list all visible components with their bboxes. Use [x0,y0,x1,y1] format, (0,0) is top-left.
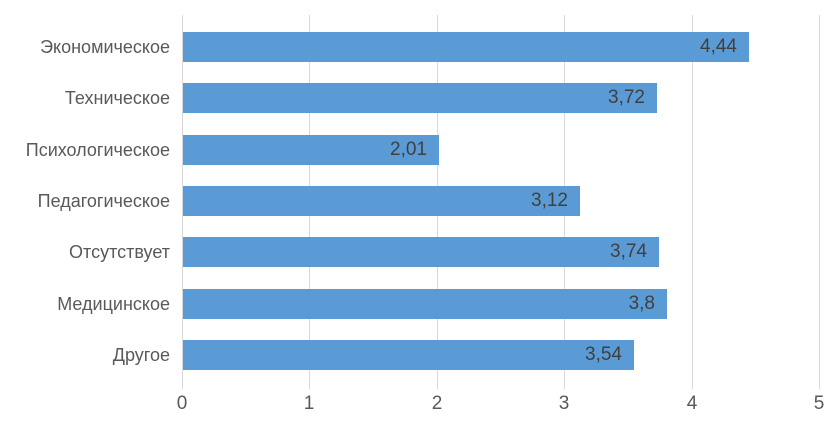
category-label-5: Медицинское [57,294,170,314]
x-tick-label-0: 0 [176,393,188,414]
bar-5: 3,8 [183,289,667,319]
bar-3: 3,12 [183,186,580,216]
category-label-1: Техническое [64,88,170,108]
x-tick-label-1: 1 [303,393,315,414]
bar-value-label: 3,54 [585,344,622,365]
category-label-4: Отсутствует [69,242,170,262]
category-label-3: Педагогическое [37,191,170,211]
x-tick-label-4: 4 [686,393,698,414]
x-tick-label-2: 2 [431,393,443,414]
bar-value-label: 2,01 [390,139,427,160]
bar-2: 2,01 [183,135,439,165]
category-label-0: Экономическое [40,37,170,57]
bar-value-label: 3,8 [628,293,655,314]
x-tick-label-3: 3 [558,393,570,414]
x-tick-label-5: 5 [813,393,825,414]
bar-0: 4,44 [183,32,749,62]
bar-1: 3,72 [183,83,657,113]
gridline-x-0 [182,15,183,389]
category-label-6: Другое [112,345,170,365]
category-label-2: Психологическое [25,140,170,160]
bar-value-label: 3,12 [531,190,568,211]
bar-value-label: 3,74 [610,241,647,262]
bar-6: 3,54 [183,340,634,370]
gridline-x-4 [692,15,693,389]
bar-value-label: 3,72 [608,87,645,108]
bar-4: 3,74 [183,237,659,267]
gridline-x-5 [819,15,820,389]
bar-value-label: 4,44 [700,36,737,57]
plot-area: 4,44 3,72 2,01 3,12 3,74 3,8 3,54 [182,15,820,389]
